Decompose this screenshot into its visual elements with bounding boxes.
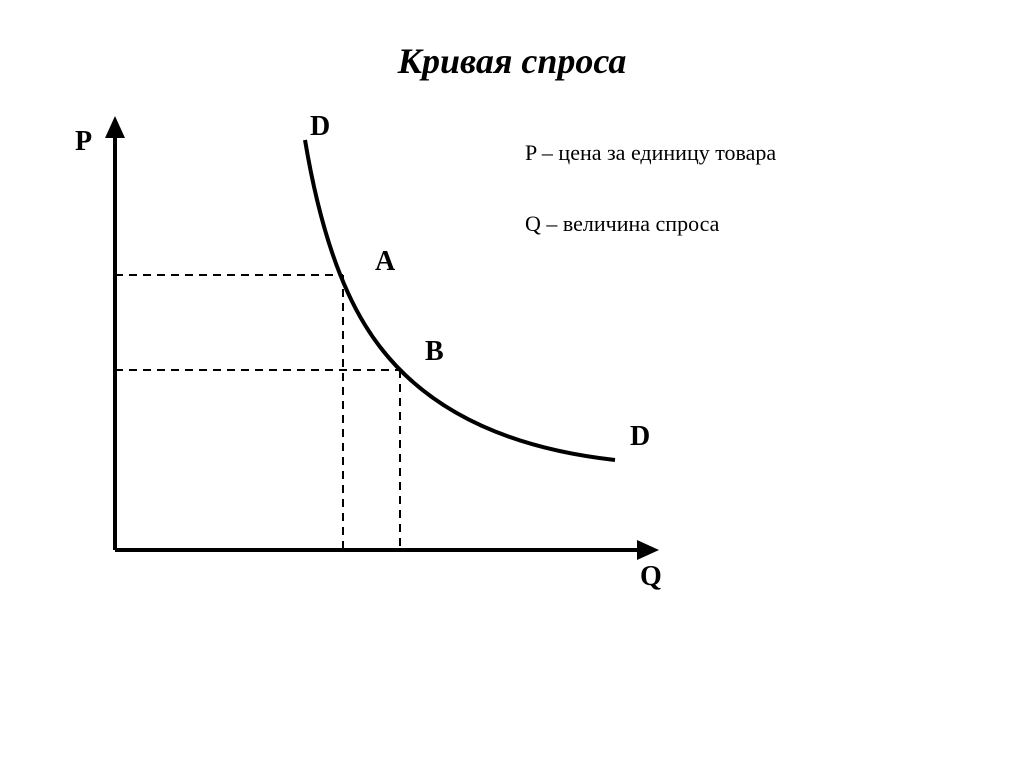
p-axis-label: P — [75, 126, 92, 157]
d-label-top: D — [310, 111, 330, 142]
x-axis-arrow-icon — [637, 540, 659, 560]
point-a-label: A — [375, 246, 396, 277]
q-axis-label: Q — [640, 561, 662, 592]
page-title: Кривая спроса — [0, 0, 1024, 82]
legend: P – цена за единицу товара Q – величина … — [525, 140, 776, 237]
point-b-label: B — [425, 336, 444, 367]
legend-p: P – цена за единицу товара — [525, 140, 776, 166]
y-axis-arrow-icon — [105, 116, 125, 138]
legend-q: Q – величина спроса — [525, 211, 776, 237]
d-label-right: D — [630, 421, 650, 452]
